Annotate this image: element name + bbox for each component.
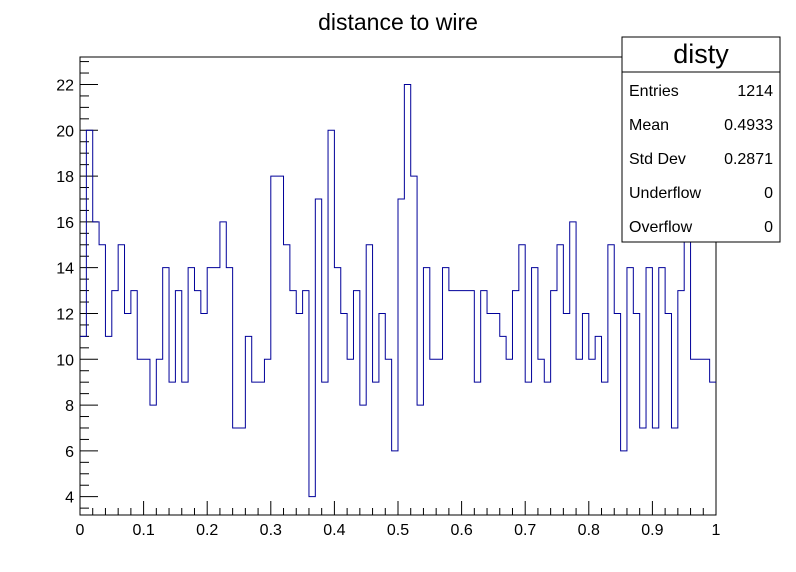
- histogram-line: [80, 83, 716, 498]
- x-tick-label: 0.6: [450, 522, 472, 539]
- x-axis: 0 0.1 0.2 0.3 0.4 0.5 0.6 0.7 0.8 0.9 1: [76, 501, 721, 539]
- stats-underflow-label: Underflow: [629, 185, 701, 202]
- y-tick-label: 8: [65, 398, 74, 415]
- y-tick-label: 14: [56, 261, 74, 278]
- y-tick-label: 18: [56, 169, 74, 186]
- y-tick-label: 12: [56, 306, 74, 323]
- x-tick-label: 0.9: [641, 522, 663, 539]
- y-axis: 4 6 8 10 12 14 16 18 20 22: [56, 61, 98, 509]
- stats-mean-value: 0.4933: [724, 117, 773, 134]
- stats-mean-label: Mean: [629, 117, 669, 134]
- stats-underflow-value: 0: [764, 185, 773, 202]
- chart-title: distance to wire: [318, 9, 478, 35]
- y-tick-label: 6: [65, 444, 74, 461]
- stats-overflow-value: 0: [764, 219, 773, 236]
- x-tick-label: 0.4: [323, 522, 345, 539]
- y-tick-label: 4: [65, 490, 74, 507]
- stats-box: disty Entries 1214 Mean 0.4933 Std Dev 0…: [621, 36, 781, 243]
- x-tick-label: 0.8: [578, 522, 600, 539]
- x-tick-label: 0.3: [260, 522, 282, 539]
- y-tick-label: 22: [56, 77, 74, 94]
- x-tick-label: 0.5: [387, 522, 409, 539]
- stats-box-frame: [621, 36, 781, 243]
- x-tick-label: 0.7: [514, 522, 536, 539]
- stats-stddev-label: Std Dev: [629, 151, 686, 168]
- stats-box-name: disty: [673, 39, 729, 69]
- y-tick-label: 10: [56, 352, 74, 369]
- stats-stddev-value: 0.2871: [724, 151, 773, 168]
- stats-entries-label: Entries: [629, 83, 679, 100]
- x-tick-label: 0: [76, 522, 85, 539]
- y-tick-label: 20: [56, 123, 74, 140]
- stats-entries-value: 1214: [737, 83, 773, 100]
- x-tick-label: 0.2: [196, 522, 218, 539]
- x-tick-label: 0.1: [132, 522, 154, 539]
- x-tick-label: 1: [712, 522, 721, 539]
- y-tick-label: 16: [56, 215, 74, 232]
- stats-overflow-label: Overflow: [629, 219, 693, 236]
